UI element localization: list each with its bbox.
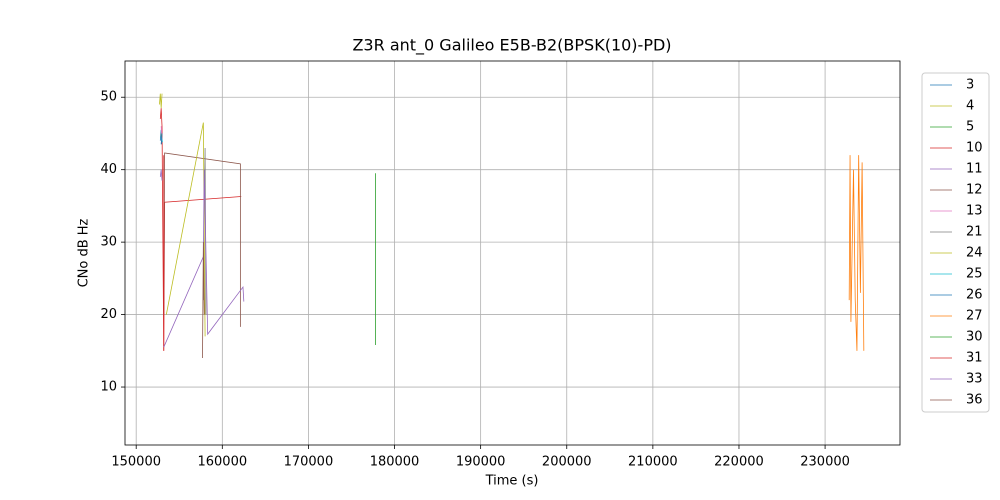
series-line bbox=[160, 133, 163, 145]
legend-label: 4 bbox=[966, 99, 974, 114]
plot-frame bbox=[124, 60, 901, 446]
y-tick-label: 30 bbox=[100, 235, 117, 250]
series-line bbox=[848, 155, 865, 351]
x-axis-label: Time (s) bbox=[485, 474, 539, 489]
x-tick-label: 160000 bbox=[197, 455, 247, 470]
series-line bbox=[159, 169, 163, 181]
y-tick-label: 10 bbox=[100, 380, 117, 395]
series-line bbox=[163, 169, 245, 348]
legend-label: 5 bbox=[966, 120, 974, 135]
legend-label: 11 bbox=[966, 162, 983, 177]
x-tick-label: 220000 bbox=[714, 455, 764, 470]
x-tick-label: 170000 bbox=[284, 455, 334, 470]
legend-label: 3 bbox=[966, 78, 974, 93]
legend-label: 12 bbox=[966, 183, 983, 198]
series-line bbox=[165, 122, 206, 337]
y-axis-label: CNo dB Hz bbox=[77, 218, 92, 287]
x-tick-label: 200000 bbox=[542, 455, 592, 470]
plot-area bbox=[159, 93, 865, 359]
legend-label: 13 bbox=[966, 204, 983, 219]
legend-label: 25 bbox=[966, 267, 983, 282]
series-line bbox=[202, 242, 205, 359]
legend-label: 30 bbox=[966, 330, 983, 345]
legend-label: 27 bbox=[966, 309, 983, 324]
y-tick-label: 50 bbox=[100, 90, 117, 105]
x-tick-label: 180000 bbox=[370, 455, 420, 470]
legend-label: 10 bbox=[966, 141, 983, 156]
legend-label: 24 bbox=[966, 246, 983, 261]
series-line bbox=[159, 108, 242, 351]
legend-label: 31 bbox=[966, 351, 983, 366]
series-line bbox=[163, 152, 241, 327]
y-tick-label: 20 bbox=[100, 307, 117, 322]
x-tick-label: 210000 bbox=[628, 455, 678, 470]
legend-label: 21 bbox=[966, 225, 983, 240]
x-tick-label: 150000 bbox=[111, 455, 161, 470]
chart-title: Z3R ant_0 Galileo E5B-B2(BPSK(10)-PD) bbox=[352, 36, 671, 56]
series-line bbox=[202, 147, 207, 315]
x-tick-label: 230000 bbox=[800, 455, 850, 470]
legend-label: 36 bbox=[966, 393, 983, 408]
legend-label: 26 bbox=[966, 288, 983, 303]
series-line bbox=[159, 93, 163, 109]
x-tick-label: 190000 bbox=[456, 455, 506, 470]
legend-box bbox=[921, 72, 990, 413]
y-tick-label: 40 bbox=[100, 162, 117, 177]
legend-label: 33 bbox=[966, 372, 983, 387]
